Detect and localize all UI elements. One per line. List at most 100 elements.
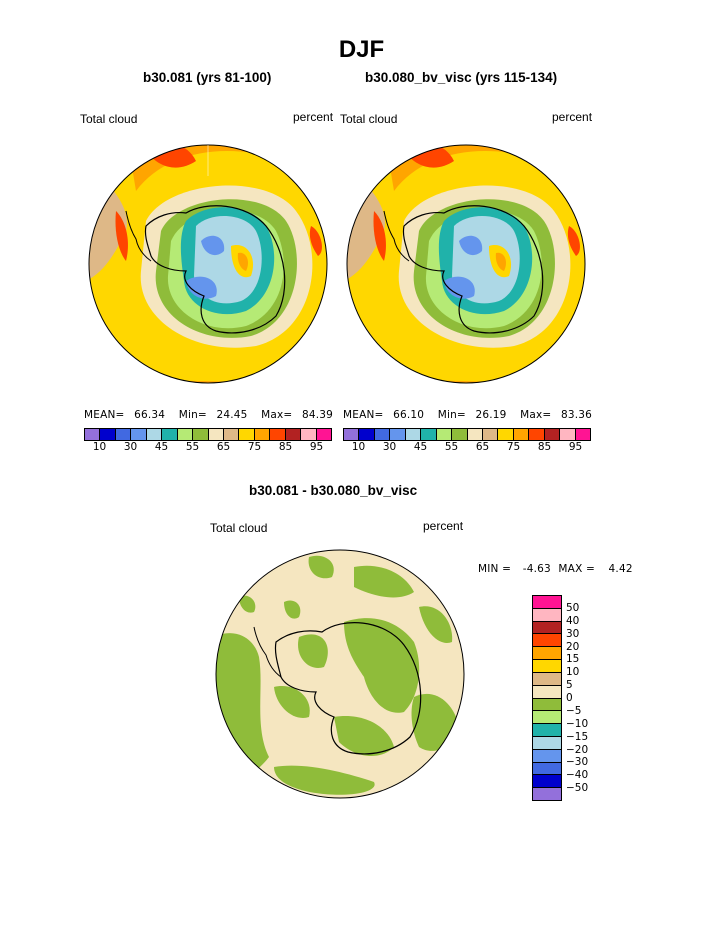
- colorbar-swatch: [482, 429, 499, 440]
- colorbar-swatch: [533, 711, 561, 725]
- colorbar-swatch: [544, 429, 561, 440]
- colorbar-tick-label: 50: [566, 601, 580, 614]
- colorbar-tick-label: 30: [123, 441, 138, 453]
- colorbar-panel-1: 10 30 45 55 65 75 85 95: [84, 428, 332, 455]
- mean-label: MEAN=: [84, 409, 125, 421]
- colorbar-swatch: [533, 647, 561, 661]
- colorbar-swatch: [344, 429, 360, 440]
- colorbar-tick-label: −40: [566, 769, 589, 782]
- colorbar-swatch: [533, 621, 561, 635]
- colorbar-tick-label: 75: [506, 441, 521, 453]
- panel-1-stats: MEAN= 66.34 Min= 24.45 Max= 84.39: [84, 409, 333, 421]
- max-value: 84.39: [301, 409, 333, 421]
- colorbar-swatch: [533, 596, 561, 609]
- colorbar-swatch: [374, 429, 391, 440]
- colorbar-swatch: [467, 429, 483, 440]
- min-label: Min=: [437, 409, 466, 421]
- figure-title: DJF: [338, 36, 385, 63]
- diff-title: b30.081 - b30.080_bv_visc: [249, 483, 418, 498]
- colorbar-swatch: [533, 698, 561, 712]
- colorbar-tick-label: 10: [92, 441, 107, 453]
- colorbar-tick-label: −30: [566, 756, 589, 769]
- diff-stats: MIN = -4.63 MAX = 4.42: [478, 563, 633, 575]
- colorbar-tick-label: 55: [444, 441, 459, 453]
- colorbar-tick-label: 75: [247, 441, 262, 453]
- colorbar-tick-label: 30: [566, 627, 580, 640]
- colorbar-swatch: [533, 634, 561, 648]
- panel-1-title: b30.081 (yrs 81-100): [143, 70, 272, 85]
- colorbar-swatch: [452, 429, 468, 440]
- map-panel-1: [88, 144, 328, 384]
- colorbar-swatch: [193, 429, 209, 440]
- panel-2-units-label: percent: [552, 110, 593, 124]
- colorbar-swatch: [223, 429, 240, 440]
- colorbar-swatch: [162, 429, 178, 440]
- mean-label: MEAN=: [343, 409, 384, 421]
- colorbar-swatch: [405, 429, 422, 440]
- colorbar-swatch: [146, 429, 163, 440]
- colorbar-tick-label: 5: [566, 679, 573, 692]
- diff-variable-label: Total cloud: [210, 521, 268, 535]
- max-label: Max=: [261, 409, 293, 421]
- colorbar-tick-label: 45: [413, 441, 428, 453]
- colorbar-tick-label: −50: [566, 782, 589, 795]
- colorbar-swatch: [301, 429, 317, 440]
- colorbar-swatch: [533, 685, 561, 699]
- colorbar-swatch: [513, 429, 530, 440]
- mean-value: 66.10: [393, 409, 425, 421]
- max-label: Max=: [520, 409, 552, 421]
- colorbar-swatch: [498, 429, 514, 440]
- colorbar-swatch: [177, 429, 194, 440]
- colorbar-difference: 50 40 30 20 15 10 5 0 −5 −10 −15 −20 −30 −40 −50: [532, 595, 642, 801]
- colorbar-swatch: [533, 660, 561, 673]
- colorbar-swatch: [285, 429, 302, 440]
- panel-2-title: b30.080_bv_visc (yrs 115-134): [365, 70, 558, 85]
- colorbar-swatch: [390, 429, 406, 440]
- colorbar-tick-label: 85: [537, 441, 552, 453]
- panel-1-variable-label: Total cloud: [80, 112, 138, 126]
- colorbar-swatch: [533, 762, 561, 776]
- colorbar-panel-2: 10 30 45 55 65 75 85 95: [343, 428, 591, 455]
- colorbar-tick-label: 95: [568, 441, 583, 453]
- map-panel-2: [346, 144, 586, 384]
- colorbar-tick-label: 65: [216, 441, 231, 453]
- colorbar-swatch: [131, 429, 147, 440]
- colorbar-tick-label: 65: [475, 441, 490, 453]
- colorbar-tick-label: 10: [351, 441, 366, 453]
- colorbar-swatch: [533, 775, 561, 789]
- diff-max-value: 4.42: [608, 563, 633, 575]
- colorbar-swatch: [85, 429, 101, 440]
- diff-min-label: MIN =: [478, 563, 512, 575]
- colorbar-swatch: [533, 736, 561, 750]
- colorbar-swatch: [270, 429, 286, 440]
- colorbar-tick-label: 40: [566, 614, 580, 627]
- panel-2-stats: MEAN= 66.10 Min= 26.19 Max= 83.36: [343, 409, 592, 421]
- colorbar-tick-label: −15: [566, 730, 589, 743]
- min-label: Min=: [178, 409, 207, 421]
- min-value: 26.19: [475, 409, 507, 421]
- colorbar-tick-label: 10: [566, 666, 580, 679]
- colorbar-tick-label: −20: [566, 743, 589, 756]
- colorbar-tick-label: 85: [278, 441, 293, 453]
- min-value: 24.45: [216, 409, 248, 421]
- colorbar-swatch: [100, 429, 116, 440]
- diff-max-label: MAX =: [558, 563, 595, 575]
- colorbar-swatch: [239, 429, 255, 440]
- colorbar-swatch: [533, 724, 561, 737]
- panel-1-units-label: percent: [293, 110, 334, 124]
- diff-units-label: percent: [423, 519, 464, 533]
- colorbar-tick-label: 45: [154, 441, 169, 453]
- colorbar-tick-label: 0: [566, 692, 573, 704]
- colorbar-tick-label: −10: [566, 717, 589, 730]
- colorbar-swatch: [208, 429, 224, 440]
- colorbar-tick-label: 20: [566, 640, 580, 653]
- colorbar-tick-label: 15: [566, 653, 580, 666]
- colorbar-swatch: [533, 788, 561, 800]
- colorbar-swatch: [575, 429, 590, 440]
- diff-min-value: -4.63: [522, 563, 551, 575]
- colorbar-swatch: [436, 429, 453, 440]
- colorbar-swatch: [421, 429, 437, 440]
- colorbar-swatch: [115, 429, 132, 440]
- colorbar-swatch: [533, 749, 561, 763]
- colorbar-tick-label: 30: [382, 441, 397, 453]
